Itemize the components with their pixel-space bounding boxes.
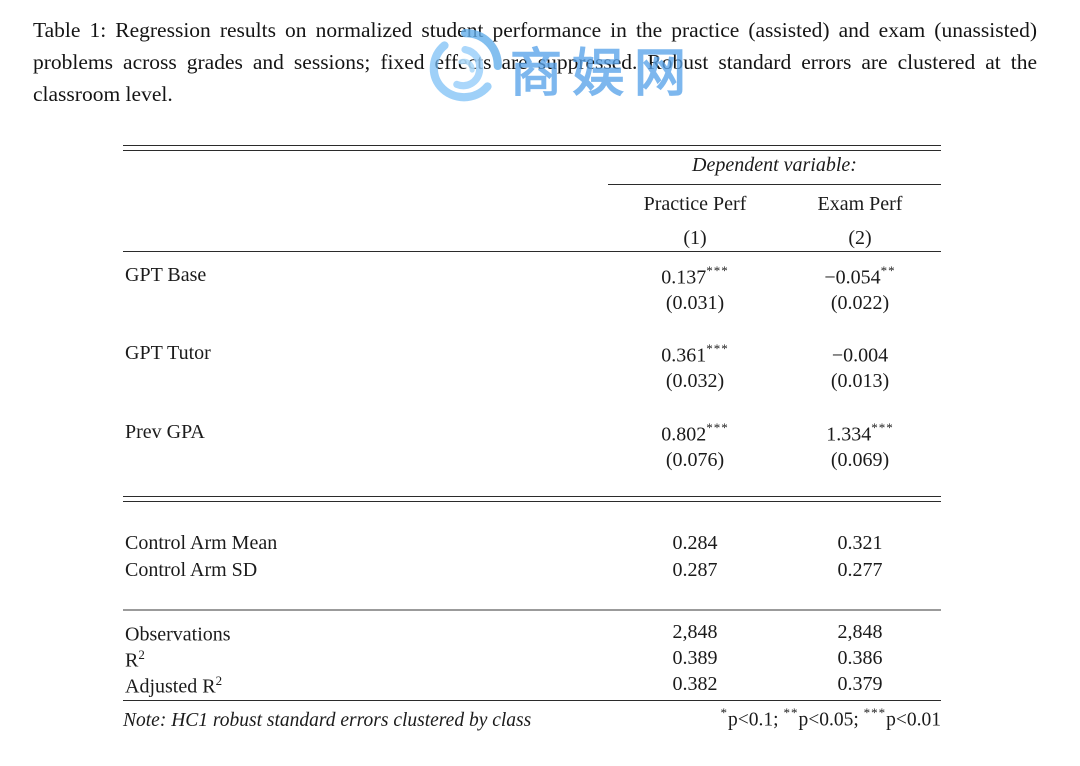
column-number: (1) [683,227,707,249]
summary-row: Adjusted R2 0.382 0.379 [123,673,941,699]
estimate-cell: −0.054** [824,263,896,289]
summary-value: 0.287 [672,559,718,581]
table-notes: Note: HC1 robust standard errors cluster… [123,705,941,732]
stderr-row: (0.031) (0.022) [123,292,941,318]
summary-row: Control Arm Mean 0.284 0.321 [123,532,941,558]
summary-value: 0.382 [672,673,718,695]
bottom-rule [123,700,941,701]
column-number-row: (1) (2) [123,227,941,253]
summary-value: 0.386 [837,647,883,669]
stderr-cell: (0.031) [665,292,725,314]
summary-label: Control Arm Mean [125,532,278,554]
note-text: Note: HC1 robust standard errors cluster… [123,709,532,731]
estimate-cell: 0.361*** [661,341,729,367]
table-caption: Table 1: Regression results on normalize… [33,18,1037,106]
stderr-row: (0.032) (0.013) [123,370,941,396]
summary-value: 0.389 [672,647,718,669]
coefficient-label: GPT Base [125,264,207,286]
header-rule [123,251,941,252]
summary-row: Observations 2,848 2,848 [123,621,941,647]
summary-value: 0.379 [837,673,883,695]
estimate-cell: −0.004 [831,344,889,367]
column-number: (2) [848,227,872,249]
column-header: Practice Perf [643,193,747,215]
top-double-rule [123,145,941,151]
stderr-cell: (0.022) [830,292,890,314]
summary-label: Control Arm SD [125,559,258,581]
summary-value: 0.277 [837,559,883,581]
mid-double-rule [123,496,941,502]
summary-value: 2,848 [837,621,883,643]
stderr-cell: (0.013) [830,370,890,392]
dependent-variable-header: Dependent variable: [608,154,941,185]
stderr-cell: (0.076) [665,449,725,471]
summary-row: R2 0.389 0.386 [123,647,941,673]
estimate-cell: 0.802*** [661,420,729,446]
summary-value: 0.284 [672,532,718,554]
estimate-cell: 1.334*** [826,420,894,446]
summary-label: R2 [125,647,145,672]
coefficient-row: GPT Tutor 0.361*** −0.004 [123,341,941,368]
stderr-cell: (0.032) [665,370,725,392]
summary-value: 0.321 [837,532,883,554]
summary-separator-rule [123,609,941,611]
coefficient-row: GPT Base 0.137*** −0.054** [123,263,941,290]
significance-legend: *p<0.1; **p<0.05; ***p<0.01 [720,705,941,731]
stderr-row: (0.076) (0.069) [123,449,941,475]
column-header-row: Practice Perf Exam Perf [123,193,941,219]
summary-label: Adjusted R2 [125,673,223,698]
coefficient-label: Prev GPA [125,421,205,443]
summary-row: Control Arm SD 0.287 0.277 [123,559,941,585]
column-header: Exam Perf [817,193,903,215]
coefficient-label: GPT Tutor [125,342,211,364]
estimate-cell: 0.137*** [661,263,729,289]
coefficient-row: Prev GPA 0.802*** 1.334*** [123,420,941,447]
stderr-cell: (0.069) [830,449,890,471]
summary-value: 2,848 [672,621,718,643]
summary-label: Observations [125,623,231,646]
regression-table: Dependent variable: Practice Perf Exam P… [123,140,941,745]
